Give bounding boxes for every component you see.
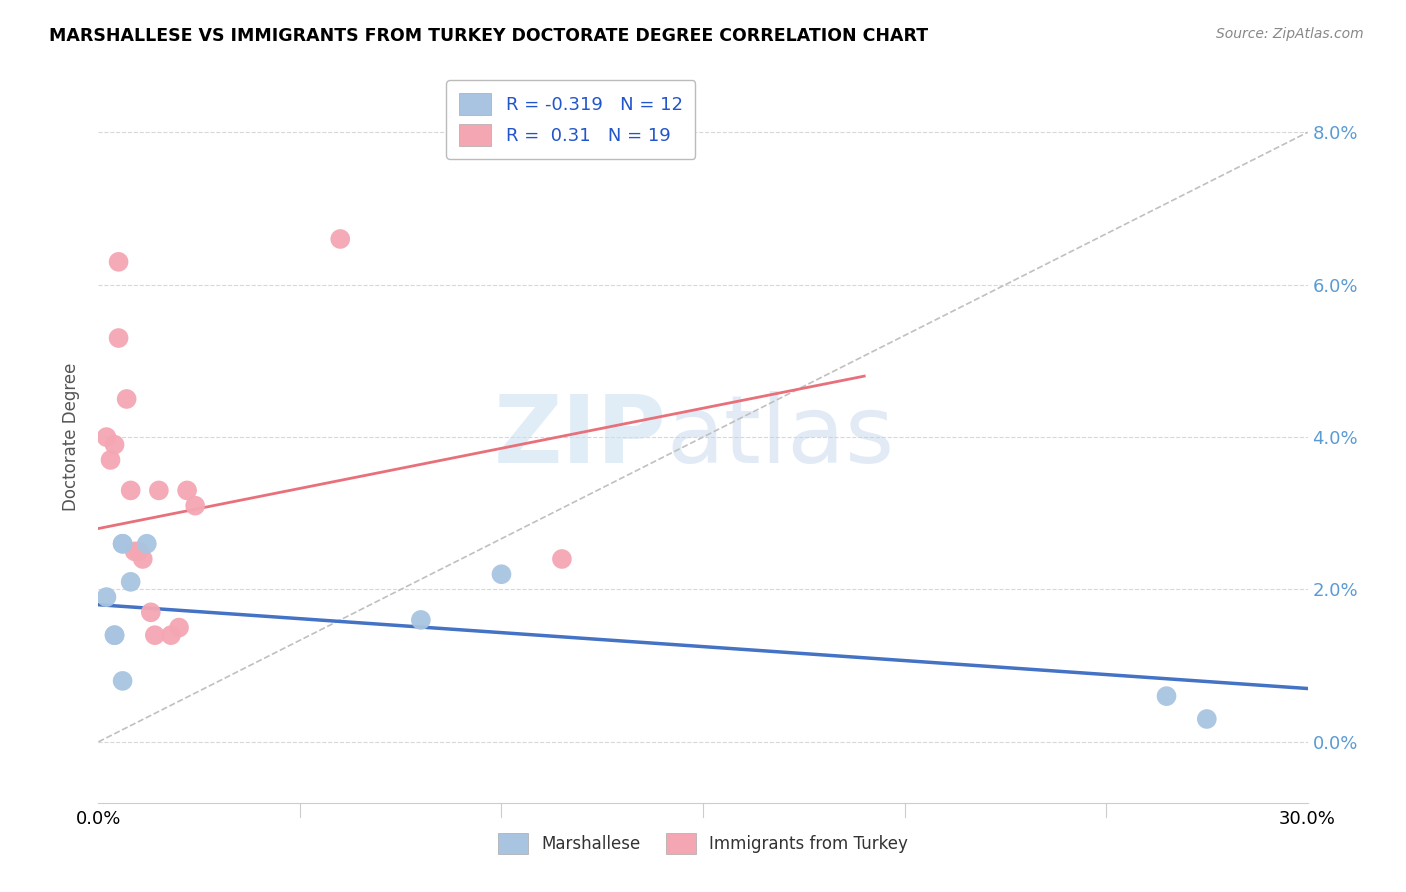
Point <box>111 537 134 551</box>
Point <box>115 392 138 406</box>
Point <box>107 255 129 269</box>
Point <box>491 567 513 582</box>
Text: atlas: atlas <box>666 391 896 483</box>
Point <box>111 673 134 688</box>
Text: MARSHALLESE VS IMMIGRANTS FROM TURKEY DOCTORATE DEGREE CORRELATION CHART: MARSHALLESE VS IMMIGRANTS FROM TURKEY DO… <box>49 27 928 45</box>
Point <box>167 621 190 635</box>
Point <box>103 438 125 452</box>
Point <box>128 544 150 558</box>
Point <box>96 590 118 604</box>
Point <box>100 453 122 467</box>
Point <box>124 544 146 558</box>
Point <box>176 483 198 498</box>
Point <box>143 628 166 642</box>
Point <box>1156 689 1178 703</box>
Point <box>148 483 170 498</box>
Point <box>132 552 155 566</box>
Point <box>160 628 183 642</box>
Point <box>120 483 142 498</box>
Point <box>107 331 129 345</box>
Point <box>551 552 574 566</box>
Legend: Marshallese, Immigrants from Turkey: Marshallese, Immigrants from Turkey <box>492 827 914 860</box>
Point <box>409 613 432 627</box>
Point <box>103 628 125 642</box>
Text: ZIP: ZIP <box>494 391 666 483</box>
Point <box>329 232 352 246</box>
Point <box>96 430 118 444</box>
Point <box>135 537 157 551</box>
Point <box>139 605 162 619</box>
Point <box>111 537 134 551</box>
Point <box>120 574 142 589</box>
Y-axis label: Doctorate Degree: Doctorate Degree <box>62 363 80 511</box>
Point <box>1195 712 1218 726</box>
Point <box>184 499 207 513</box>
Point <box>103 628 125 642</box>
Text: Source: ZipAtlas.com: Source: ZipAtlas.com <box>1216 27 1364 41</box>
